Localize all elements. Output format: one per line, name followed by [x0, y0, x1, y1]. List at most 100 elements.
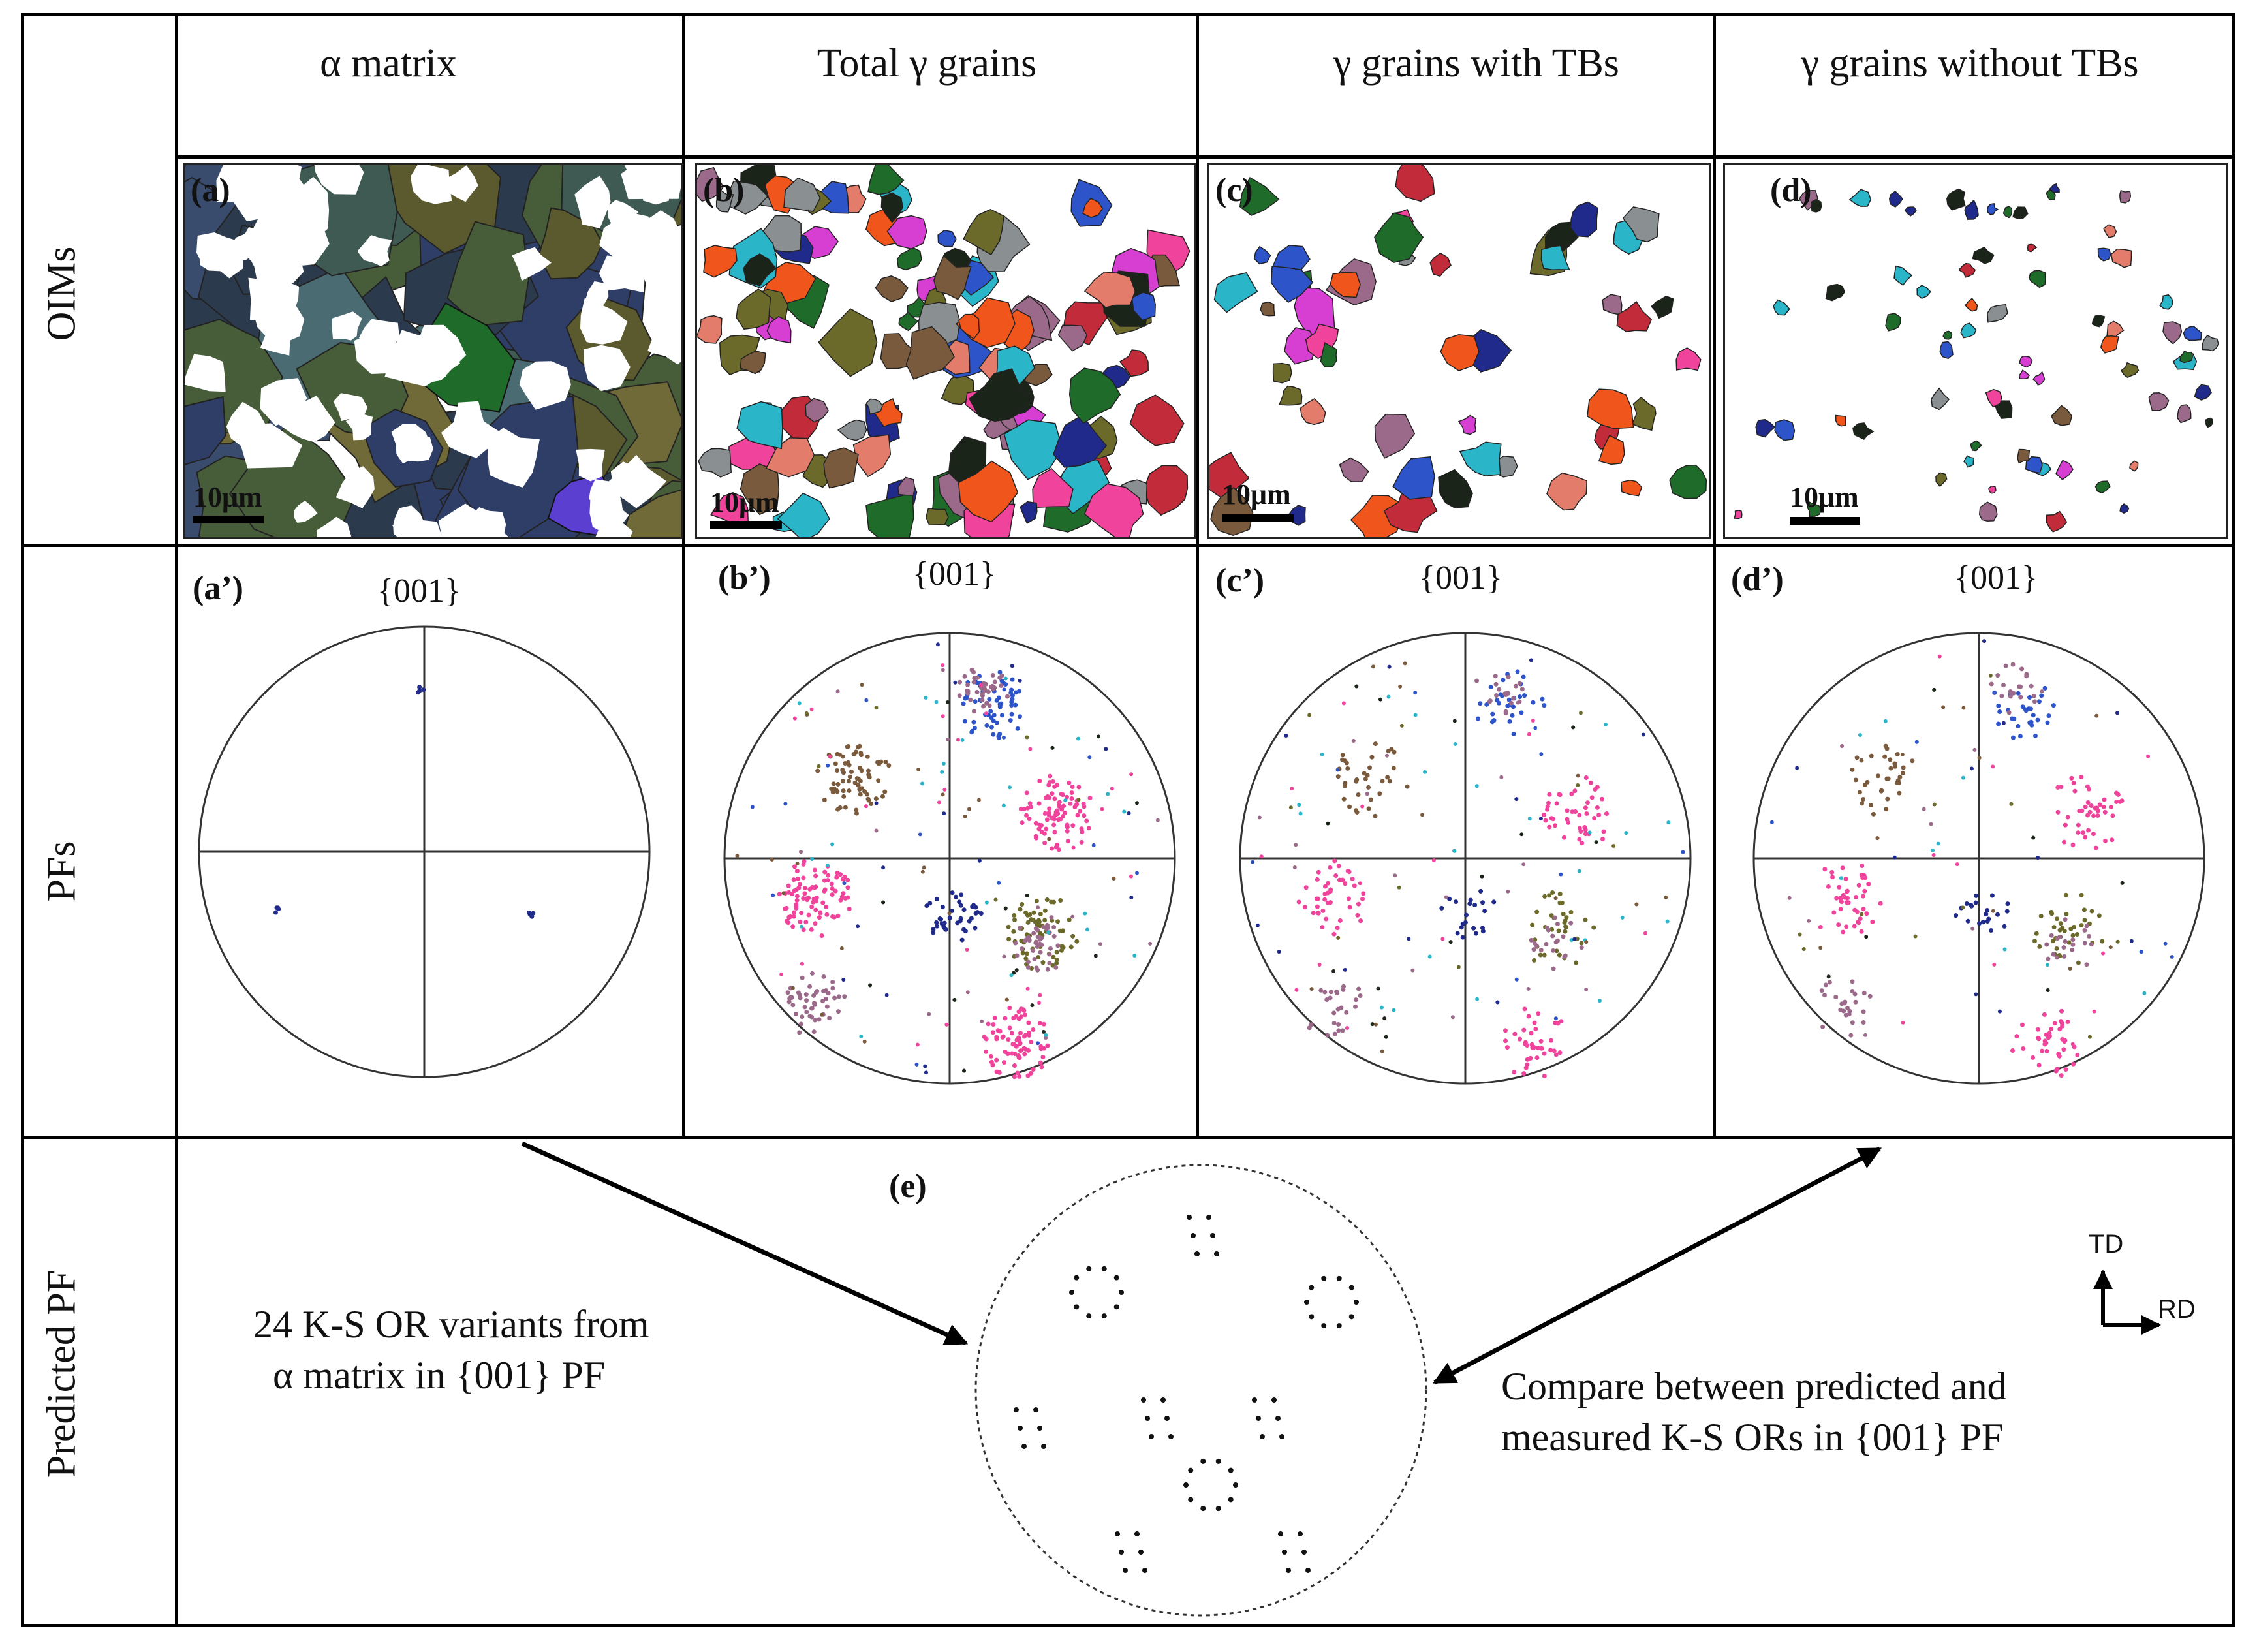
pole-point [1055, 811, 1060, 816]
pole-point [1600, 796, 1605, 802]
pole-point [1551, 817, 1556, 822]
pole-point [950, 890, 955, 896]
pole-point [1830, 875, 1835, 880]
pole-point [1028, 747, 1033, 751]
pole-point [1025, 894, 1029, 898]
pole-point [1850, 979, 1855, 984]
left-note-line-1: 24 K-S OR variants from [253, 1303, 649, 1346]
gamma-grain [1978, 501, 1998, 522]
pole-point [1826, 974, 1831, 979]
pole-point [1009, 973, 1014, 978]
pole-point [1013, 941, 1018, 946]
pole-point [1999, 693, 2004, 698]
pole-point [949, 908, 954, 913]
pole-point [984, 1049, 989, 1054]
pole-point [1018, 678, 1022, 683]
gamma-grain [2046, 510, 2068, 533]
pole-point [785, 990, 790, 995]
pole-point [2074, 932, 2079, 937]
gamma-grain [777, 492, 830, 537]
pole-point [1371, 664, 1376, 669]
pole-point [1584, 987, 1589, 991]
pole-point [1048, 946, 1053, 951]
pole-point [837, 872, 843, 877]
gamma-grain [886, 215, 927, 249]
pole-point [1061, 813, 1066, 818]
pole-point [1344, 1010, 1349, 1015]
gamma-region-white [463, 507, 506, 537]
pole-point [1041, 924, 1046, 929]
pole-point [804, 711, 809, 715]
predicted-pole-figure [966, 1155, 1436, 1625]
pole-point [2115, 939, 2120, 944]
pole-point [1035, 967, 1040, 973]
pole-point [813, 921, 818, 926]
pole-point [273, 910, 278, 915]
pole-point [1818, 925, 1823, 930]
pole-point [1580, 841, 1585, 846]
gamma-grain [2177, 404, 2192, 424]
pole-point [882, 789, 888, 794]
pole-point [856, 924, 860, 929]
pole-point [1600, 836, 1605, 841]
pole-point [2056, 1052, 2061, 1057]
pole-point [996, 695, 1001, 700]
pole-point [2005, 901, 2010, 907]
pole-point [2031, 693, 2036, 698]
gamma-grain [1852, 422, 1875, 441]
pole-point [812, 867, 817, 873]
pole-point [990, 687, 995, 692]
pole-point [1010, 696, 1015, 702]
pole-point [813, 1018, 818, 1023]
pole-point [1850, 1020, 1855, 1025]
pole-point [980, 1019, 984, 1023]
pole-point [1041, 1046, 1046, 1051]
pole-point [1579, 945, 1584, 950]
pole-point [1326, 821, 1330, 826]
pole-point [1854, 755, 1860, 760]
pole-point [1017, 1074, 1022, 1079]
pole-point [1399, 723, 1404, 728]
pole-point [1023, 956, 1029, 961]
gamma-grain [2017, 448, 2031, 464]
pole-point [1878, 901, 1883, 906]
gamma-grain [2158, 294, 2173, 310]
pole-point [1620, 915, 1625, 920]
gamma-grain [2103, 224, 2117, 238]
pole-point [2115, 792, 2121, 797]
pole-point [1624, 831, 1628, 835]
pole-point [822, 888, 827, 894]
pole-point [994, 720, 999, 725]
pole-point [1051, 933, 1057, 939]
pole-point [1861, 1009, 1866, 1014]
pole-point [276, 907, 281, 912]
pole-point [1831, 910, 1837, 915]
pole-point [1838, 897, 1843, 902]
pole-point [1591, 925, 1596, 930]
pole-point [1868, 803, 1873, 808]
pole-point [963, 814, 967, 818]
pole-point [1829, 870, 1835, 875]
panel-tag-d: (d) [1770, 172, 1812, 209]
pole-point [1336, 1021, 1341, 1027]
pole-point [1012, 1074, 1017, 1080]
pole-point [2093, 805, 2098, 811]
pole-point [1795, 766, 1799, 770]
pole-point [1009, 702, 1014, 708]
pole-point [529, 914, 535, 919]
pole-point [2115, 711, 2119, 715]
pole-point [1038, 950, 1043, 955]
pole-point [1834, 896, 1839, 901]
pole-point [2006, 710, 2012, 715]
pole-point [2082, 927, 2087, 933]
gamma-grain [1330, 272, 1361, 298]
pole-point [1016, 1055, 1021, 1060]
pole-point [2080, 830, 2085, 835]
pole-point [797, 1030, 802, 1035]
pole-point [807, 1014, 813, 1019]
pole-point [1050, 745, 1055, 750]
gamma-grain [1350, 495, 1403, 537]
pole-point [1833, 995, 1839, 1000]
pole-point [1664, 895, 1668, 899]
variant-point [1014, 1407, 1019, 1412]
